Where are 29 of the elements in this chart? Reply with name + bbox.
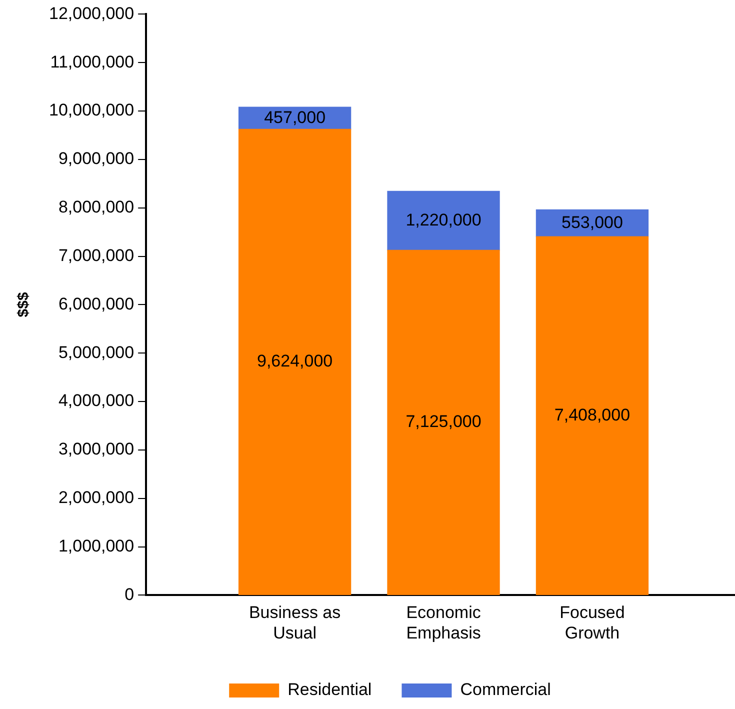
bar: [536, 236, 649, 596]
y-tick-label: 12,000,000: [48, 4, 134, 23]
y-tick-label: 1,000,000: [58, 536, 134, 556]
y-tick-label: 2,000,000: [58, 488, 134, 508]
y-tick-label: 10,000,000: [48, 100, 134, 120]
x-tick-label: Business as Usual: [248, 603, 341, 642]
y-tick-label: 6,000,000: [58, 294, 134, 314]
x-tick-label: Economic Emphasis: [406, 603, 482, 642]
y-tick-label: 7,000,000: [58, 246, 134, 265]
data-label: 7,408,000: [554, 405, 630, 424]
legend-label: Residential: [288, 680, 372, 700]
bar: [238, 128, 352, 596]
data-label: 553,000: [562, 212, 623, 232]
data-label: 7,125,000: [406, 412, 482, 432]
y-tick-label: 11,000,000: [50, 52, 134, 72]
bar: [387, 190, 500, 251]
x-tick-label: Focused Growth: [560, 603, 625, 642]
legend-label: Commercial: [460, 680, 551, 700]
y-tick-label: 3,000,000: [58, 440, 134, 459]
y-tick-label: 9,000,000: [58, 149, 134, 168]
y-tick-label: 5,000,000: [58, 342, 134, 362]
data-label: 457,000: [264, 108, 326, 127]
bar: [387, 250, 500, 596]
y-axis-title: $$$: [15, 292, 32, 318]
y-tick-label: 8,000,000: [58, 198, 134, 217]
y-tick-label: 0: [124, 584, 134, 604]
data-label: 1,220,000: [406, 210, 482, 230]
y-tick-label: 4,000,000: [58, 391, 134, 410]
data-label: 9,624,000: [256, 352, 333, 371]
